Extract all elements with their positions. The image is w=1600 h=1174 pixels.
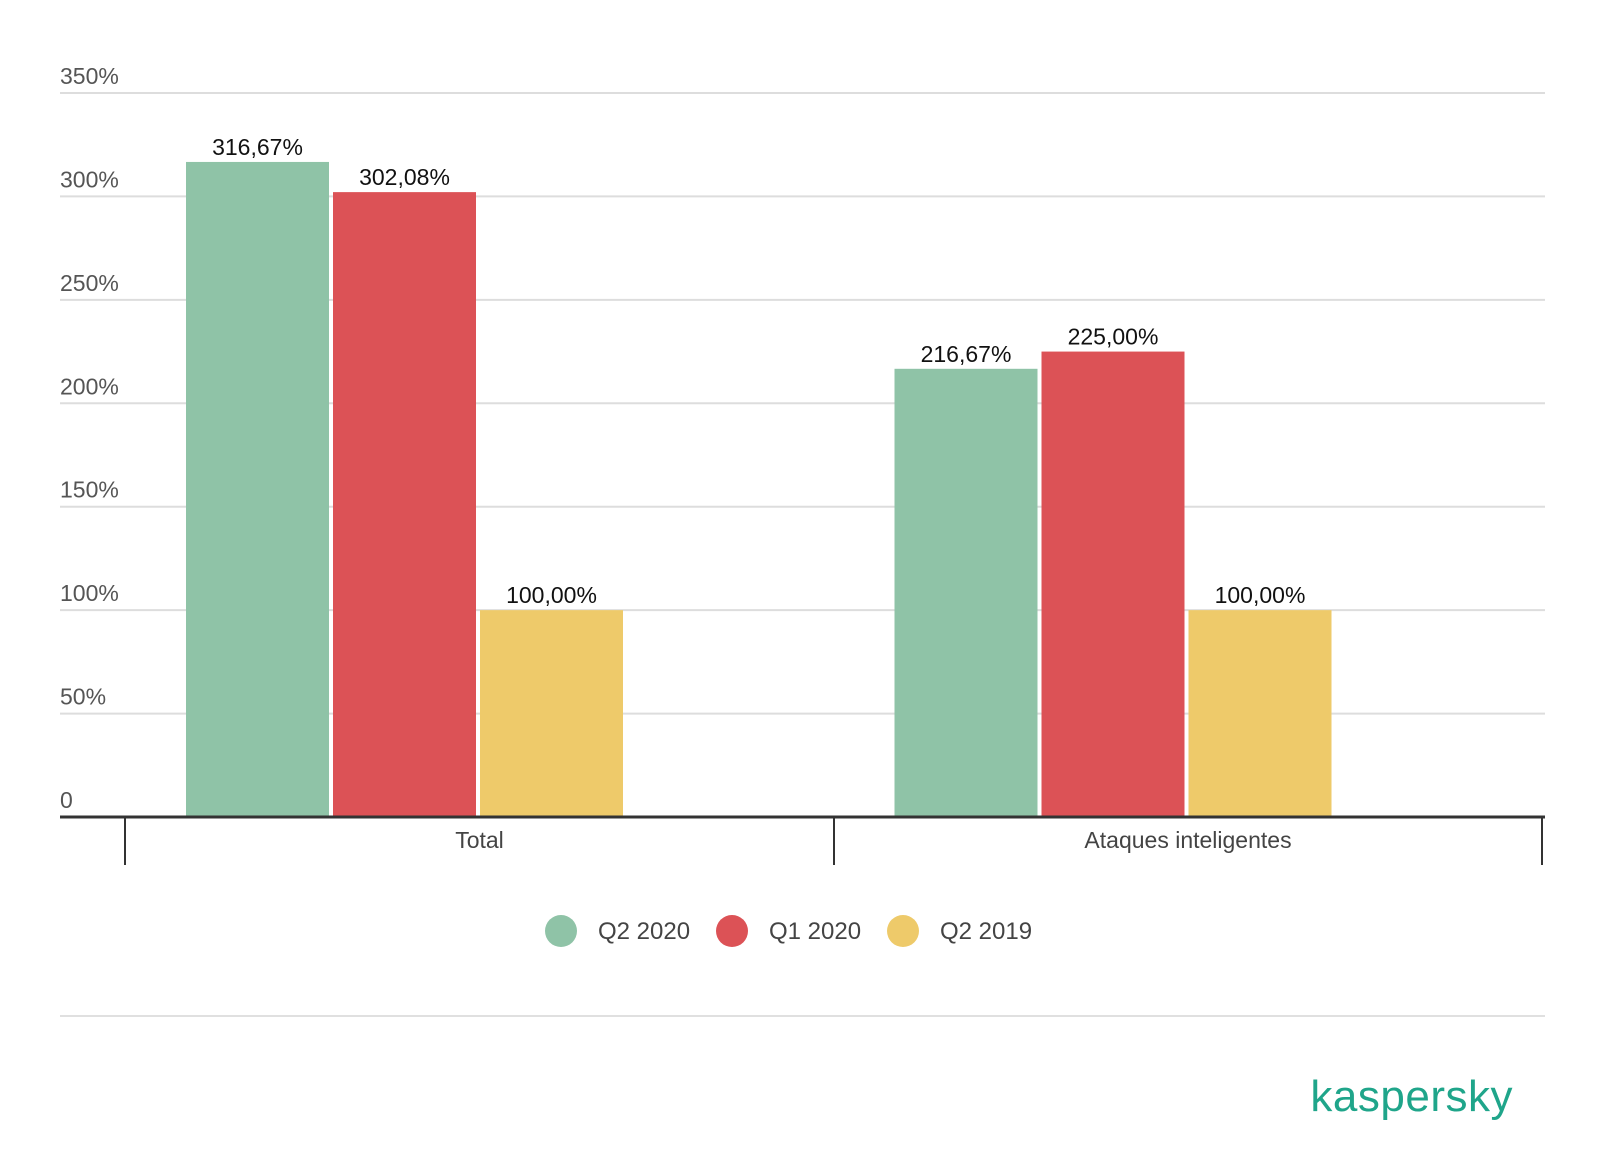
- legend-item: Q2 2019: [887, 915, 1032, 947]
- legend: Q2 2020 Q1 2020 Q2 2019: [545, 915, 1032, 947]
- x-axis: [60, 815, 1545, 865]
- legend-label: Q2 2019: [940, 918, 1032, 945]
- bar-q2-2019: [1188, 610, 1332, 817]
- x-tick-label: Ataques inteligentes: [1084, 827, 1291, 853]
- data-label: 316,67%: [212, 134, 303, 160]
- data-label: 302,08%: [359, 164, 450, 190]
- legend-item: Q2 2020: [545, 915, 690, 947]
- x-axis-ticks: Total Ataques inteligentes: [455, 827, 1291, 853]
- bar-q2-2019: [480, 610, 623, 817]
- bar-q1-2020: [333, 192, 476, 817]
- kaspersky-logo: kaspersky: [1310, 1072, 1513, 1121]
- data-label: 100,00%: [506, 582, 597, 608]
- y-tick-label: 150%: [60, 477, 119, 503]
- y-tick-label: 0: [60, 787, 73, 813]
- y-tick-label: 100%: [60, 580, 119, 606]
- bar-q2-2020: [894, 368, 1038, 817]
- y-axis-ticks: 0 50% 100% 150% 200% 250% 300% 350%: [60, 63, 119, 813]
- data-label: 100,00%: [1215, 582, 1306, 608]
- bar-q1-2020: [1041, 351, 1185, 817]
- bar-q2-2020: [186, 161, 329, 817]
- legend-label: Q1 2020: [769, 918, 861, 945]
- y-tick-label: 300%: [60, 166, 119, 192]
- y-tick-label: 350%: [60, 63, 119, 89]
- legend-swatch: [887, 915, 919, 947]
- y-tick-label: 50%: [60, 684, 106, 710]
- legend-swatch: [545, 915, 577, 947]
- legend-swatch: [716, 915, 748, 947]
- x-tick-label: Total: [455, 827, 504, 853]
- legend-label: Q2 2020: [598, 918, 690, 945]
- data-label: 225,00%: [1068, 324, 1159, 350]
- data-labels: 316,67% 302,08% 100,00% 216,67% 225,00% 100,0…: [212, 134, 1305, 608]
- data-label: 216,67%: [921, 341, 1012, 367]
- bars: [186, 161, 1332, 817]
- legend-item: Q1 2020: [716, 915, 861, 947]
- y-tick-label: 200%: [60, 373, 119, 399]
- y-tick-label: 250%: [60, 270, 119, 296]
